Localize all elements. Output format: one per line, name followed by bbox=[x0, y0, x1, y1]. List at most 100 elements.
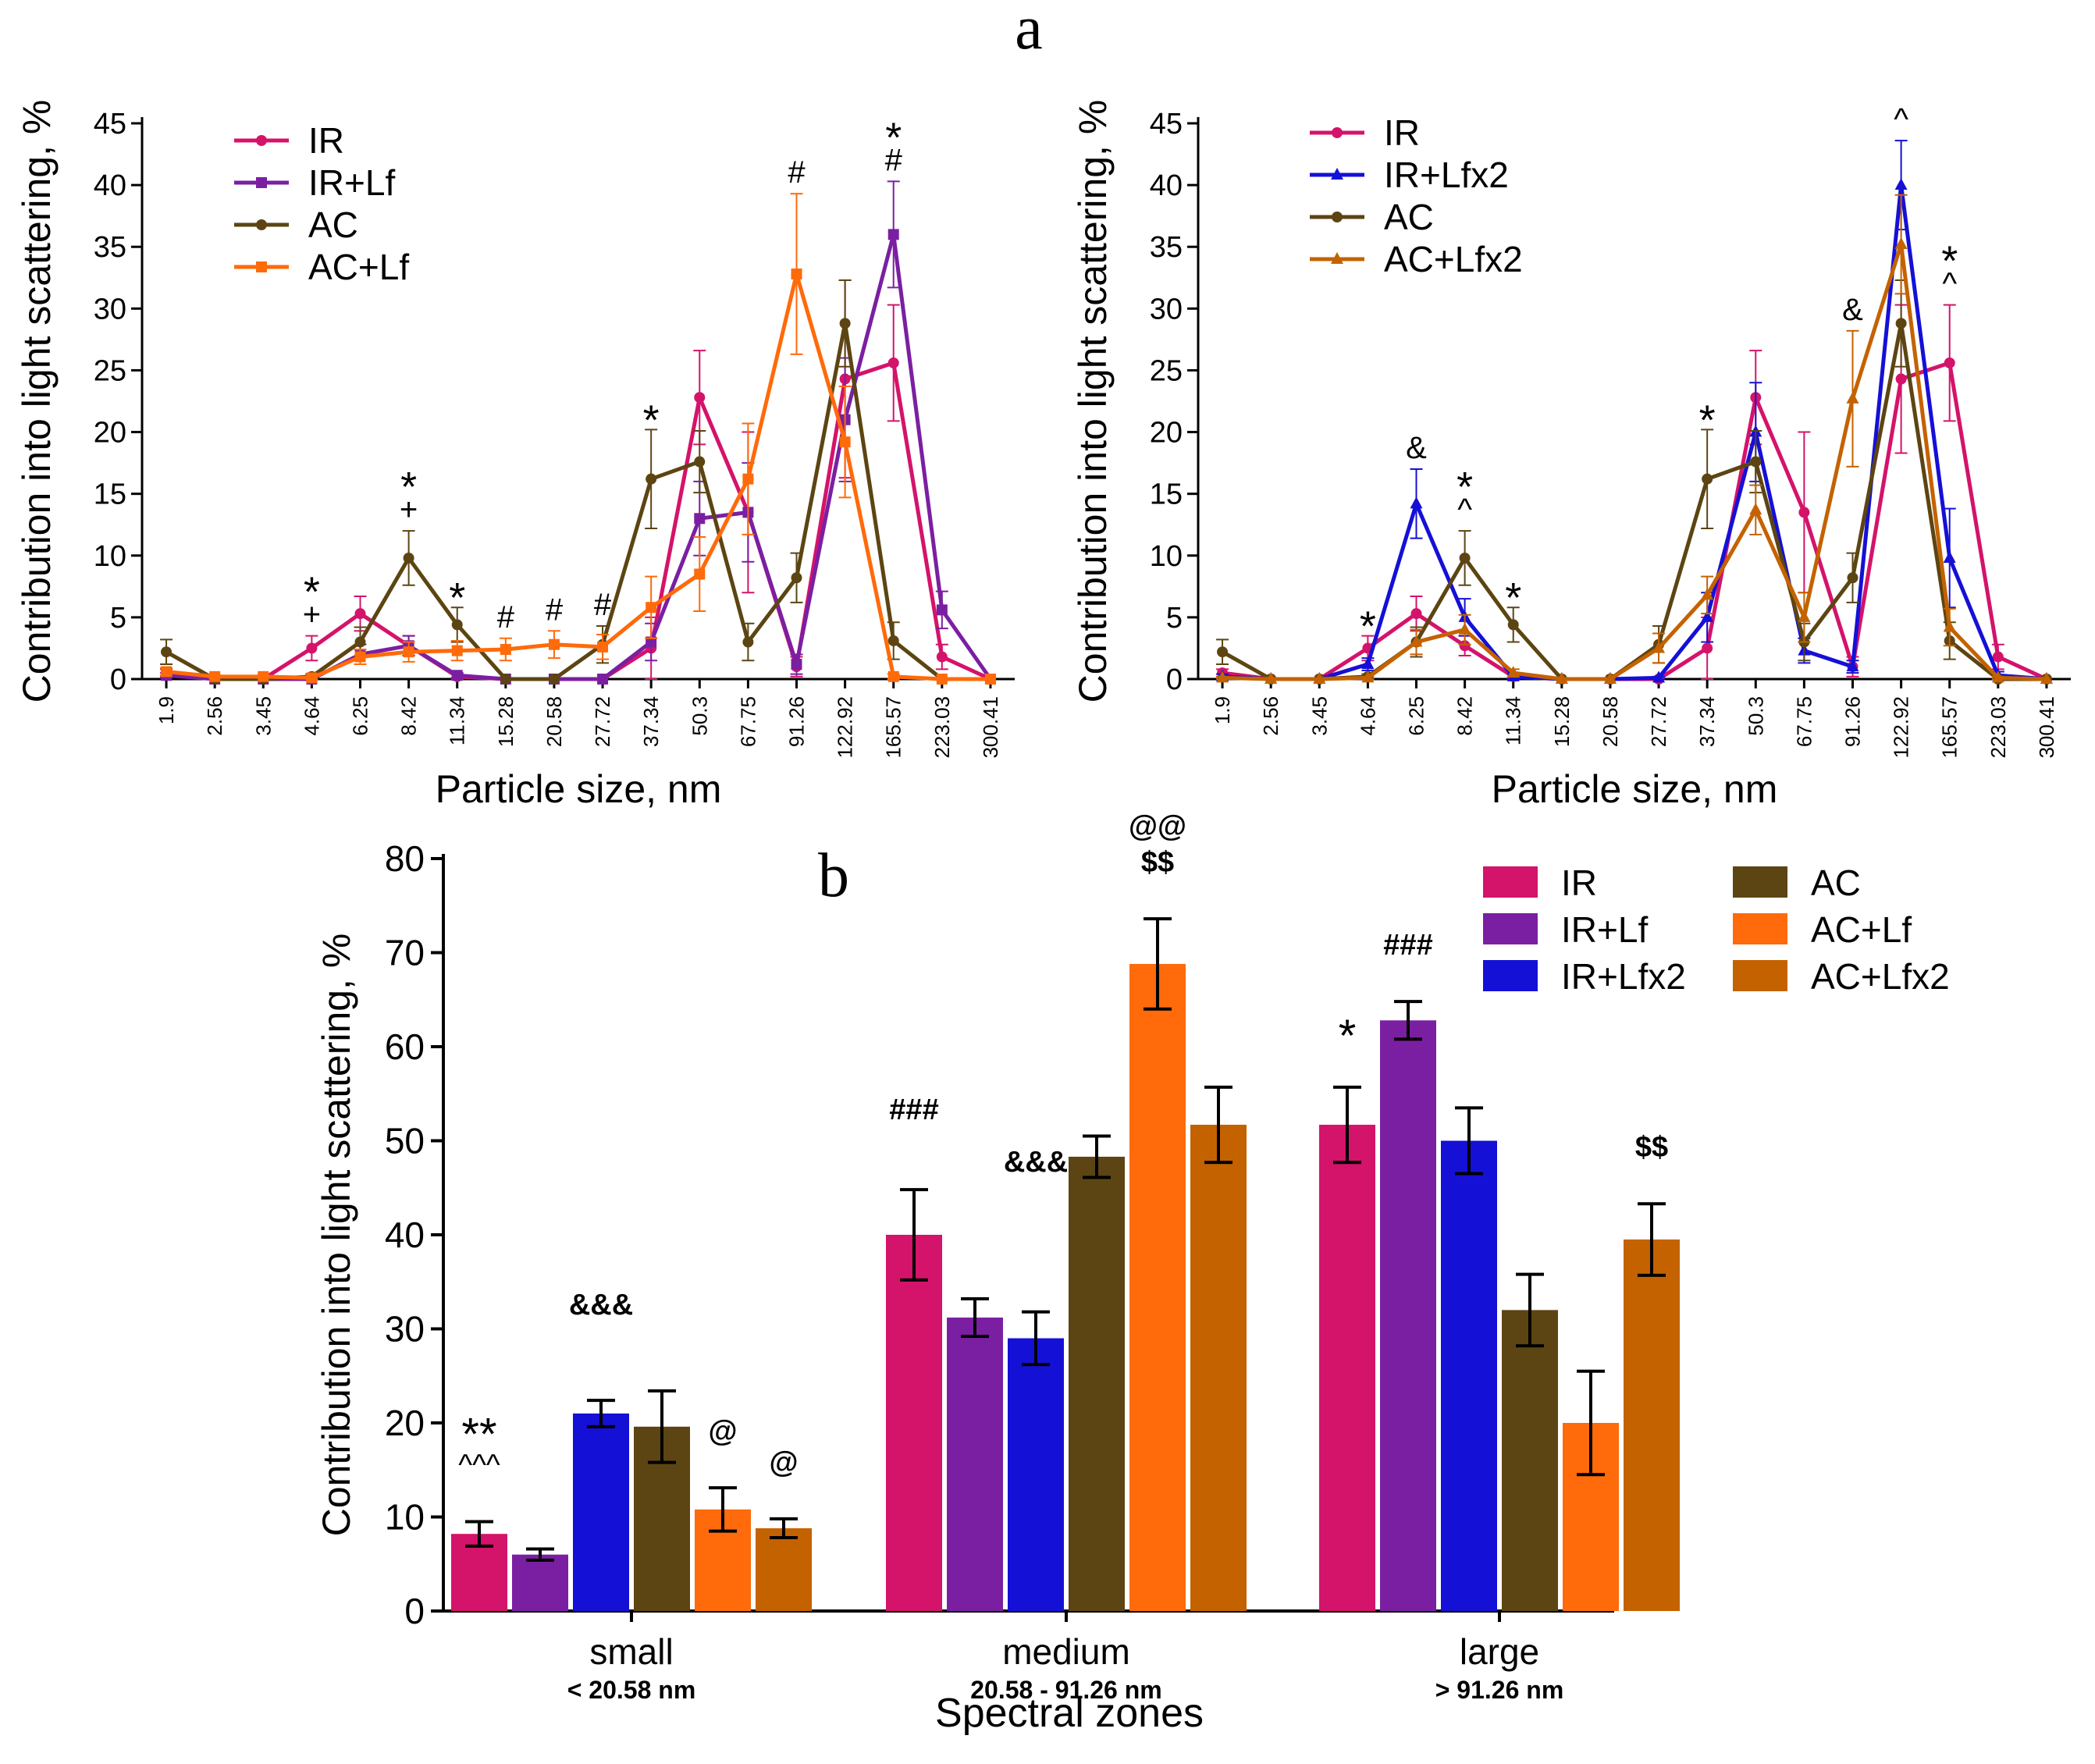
bar-ir-plus-lf-small bbox=[512, 1554, 568, 1611]
x-tick-label: 27.72 bbox=[591, 696, 614, 747]
x-tick-label: 15.28 bbox=[1550, 696, 1574, 747]
data-point bbox=[500, 674, 511, 685]
data-point bbox=[548, 638, 560, 650]
legend-swatch bbox=[1483, 866, 1538, 898]
x-tick-label: 8.42 bbox=[397, 696, 421, 736]
x-axis-label: Particle size, nm bbox=[436, 767, 722, 811]
legend-entry-ac-plus-lf: AC+Lf bbox=[234, 247, 409, 287]
y-tick-label: 5 bbox=[110, 602, 126, 635]
y-tick-label: 30 bbox=[1150, 293, 1183, 325]
data-point bbox=[1459, 552, 1471, 564]
data-point bbox=[451, 670, 463, 681]
data-point bbox=[742, 473, 754, 485]
x-tick-label: 50.3 bbox=[1744, 696, 1767, 736]
significance-mark: * bbox=[400, 464, 417, 510]
bar-ac-plus-lfx2-medium bbox=[1190, 1125, 1247, 1611]
legend-label: IR bbox=[1561, 862, 1597, 903]
significance-mark: ** bbox=[461, 1410, 496, 1460]
series-ac-plus-lfx2 bbox=[1216, 194, 2053, 684]
x-tick-label: 11.34 bbox=[446, 696, 469, 745]
significance-mark: ^ bbox=[1894, 102, 1908, 137]
data-point bbox=[1895, 318, 1907, 329]
y-tick-label: 70 bbox=[385, 933, 425, 973]
legend-swatch bbox=[1733, 960, 1787, 991]
data-point bbox=[1506, 666, 1520, 678]
line-chart-right: 0 5 10 15 20 25 30 35 40 45 1.9 2.56 3.45 4.64 6.25 8.4… bbox=[1071, 100, 2071, 811]
significance-mark: @@ bbox=[1129, 810, 1186, 843]
significance-mark: # bbox=[885, 143, 903, 177]
data-point bbox=[1894, 178, 1908, 190]
y-tick-label: 20 bbox=[1150, 417, 1183, 450]
line-chart-left: 0 5 10 15 20 25 30 35 40 45 1.9 2.56 3.45 4.64 6.25 8.4… bbox=[15, 100, 1015, 811]
significance-mark: &&& bbox=[569, 1289, 633, 1321]
x-tick-label: 37.34 bbox=[639, 696, 663, 747]
legend-swatch bbox=[1483, 913, 1538, 944]
y-tick-label: 60 bbox=[385, 1026, 425, 1067]
y-tick-label: 10 bbox=[385, 1497, 425, 1538]
y-tick-label: 50 bbox=[385, 1121, 425, 1161]
legend-marker bbox=[256, 177, 267, 188]
bar-ac-plus-lf-medium bbox=[1129, 963, 1186, 1611]
y-axis-label: Contribution into light scattering, % bbox=[315, 934, 358, 1537]
data-point bbox=[209, 670, 221, 682]
bar-ir-plus-lf-large bbox=[1380, 1020, 1436, 1611]
data-point bbox=[936, 604, 948, 616]
data-point bbox=[887, 229, 899, 240]
x-tick-label: 2.56 bbox=[1259, 696, 1282, 736]
legend-entry-ac-plus-lfx2: AC+Lfx2 bbox=[1310, 239, 1523, 279]
y-tick-label: 10 bbox=[94, 540, 126, 573]
bar-ir-plus-lfx2-large bbox=[1441, 1140, 1497, 1611]
x-tick-label: 50.3 bbox=[688, 696, 711, 736]
data-point bbox=[1702, 642, 1713, 654]
data-point bbox=[694, 456, 706, 468]
bar-ac-plus-lfx2-large bbox=[1624, 1239, 1680, 1611]
x-tick-label: 11.34 bbox=[1502, 696, 1525, 745]
data-point bbox=[403, 552, 414, 564]
y-axis-label: Contribution into light scattering, % bbox=[15, 100, 59, 703]
data-point bbox=[1507, 619, 1519, 631]
legend-swatch bbox=[1733, 866, 1787, 898]
series-line bbox=[165, 361, 991, 681]
y-tick-label: 25 bbox=[94, 354, 126, 387]
y-axis-label: Contribution into light scattering, % bbox=[1071, 100, 1115, 703]
data-point bbox=[1750, 456, 1762, 468]
x-tick-label: 1.9 bbox=[155, 696, 178, 724]
x-tick-label: 1.9 bbox=[1211, 696, 1234, 724]
series-line bbox=[165, 272, 991, 681]
x-tick-label: 165.57 bbox=[1938, 696, 1962, 759]
x-tick-label: 122.92 bbox=[1890, 696, 1913, 759]
legend-label: IR bbox=[1384, 112, 1420, 153]
x-tick-label: 300.41 bbox=[2035, 696, 2058, 759]
category-label: medium bbox=[1002, 1631, 1130, 1672]
x-tick-label: 165.57 bbox=[882, 696, 905, 759]
y-tick-label: 15 bbox=[1150, 478, 1183, 511]
legend-marker bbox=[256, 219, 267, 230]
data-point bbox=[791, 572, 802, 584]
data-point bbox=[984, 674, 996, 685]
x-tick-label: 6.25 bbox=[349, 696, 372, 736]
x-tick-label: 6.25 bbox=[1405, 696, 1428, 736]
category-sublabel: 20.58 - 91.26 nm bbox=[970, 1676, 1161, 1704]
x-tick-label: 122.92 bbox=[834, 696, 857, 759]
x-tick-label: 91.26 bbox=[785, 696, 809, 747]
legend-label: IR+Lf bbox=[1561, 909, 1648, 950]
data-point bbox=[1410, 635, 1423, 647]
data-point bbox=[306, 672, 318, 684]
x-tick-label: 20.58 bbox=[1599, 696, 1622, 747]
legend-marker bbox=[1332, 127, 1343, 138]
x-tick-label: 3.45 bbox=[1307, 696, 1331, 736]
data-point bbox=[646, 602, 657, 613]
panel-a-label: a bbox=[1015, 0, 1043, 62]
data-point bbox=[936, 651, 948, 663]
data-point bbox=[1944, 357, 1955, 368]
legend-entry-ac-plus-lfx2: AC+Lfx2 bbox=[1733, 956, 1950, 997]
significance-mark: @ bbox=[708, 1415, 737, 1448]
data-point bbox=[1895, 373, 1907, 385]
legend-label: IR+Lfx2 bbox=[1384, 155, 1509, 195]
legend-label: AC bbox=[1384, 197, 1434, 237]
significance-mark: * bbox=[1457, 464, 1473, 510]
legend-label: AC bbox=[1811, 862, 1861, 903]
significance-mark: & bbox=[1406, 431, 1427, 465]
significance-mark: * bbox=[1360, 603, 1376, 650]
data-point bbox=[306, 642, 318, 654]
